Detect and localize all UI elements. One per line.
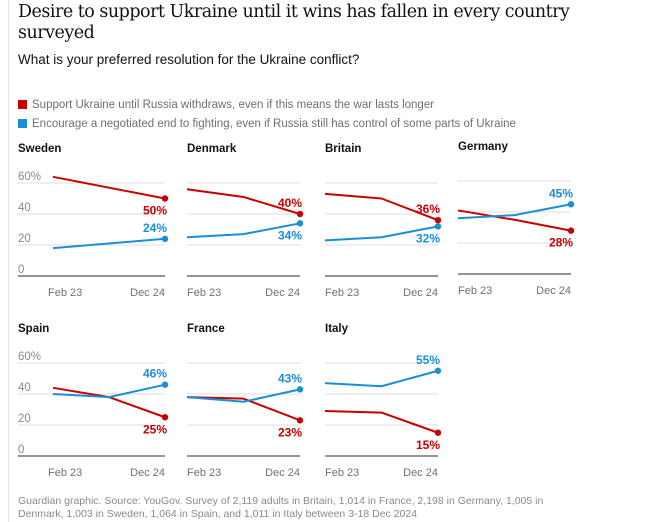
x-tick-label: Dec 24 xyxy=(536,285,571,297)
y-tick-label: 0 xyxy=(18,264,24,276)
source-note: Guardian graphic. Source: YouGov. Survey… xyxy=(18,495,544,520)
panel-plot: Feb 23 Dec 24 28% 45% xyxy=(457,180,575,297)
panel-plot: Feb 23 Dec 24 36% 32% xyxy=(324,182,442,299)
end-point-support xyxy=(434,217,442,224)
data-label-support: 50% xyxy=(143,204,167,218)
panel-britain: Britain Feb 23 Dec 24 36% 32% xyxy=(324,143,475,303)
y-tick-label: 60% xyxy=(18,351,41,363)
end-point-support xyxy=(161,414,169,421)
series-line-support xyxy=(324,192,439,222)
panel-title: Denmark xyxy=(187,143,237,155)
y-tick-label: 20 xyxy=(18,413,31,425)
data-label-negotiate: 45% xyxy=(549,186,573,200)
y-tick-label: 20 xyxy=(18,233,31,245)
legend: Support Ukraine until Russia withdraws, … xyxy=(18,95,516,133)
chart-subtitle: What is your preferred resolution for th… xyxy=(18,52,360,67)
panel-plot: 60% 40 20 0 Feb 23 Dec 24 50% 24% xyxy=(18,171,169,299)
series-line-support xyxy=(186,396,301,422)
end-point-negotiate xyxy=(434,223,442,230)
panel-germany: Germany Feb 23 Dec 24 28% 45% xyxy=(457,141,608,301)
legend-swatch-negotiate xyxy=(18,119,27,128)
series-line-negotiate xyxy=(324,369,439,388)
data-label-support: 23% xyxy=(278,425,302,439)
y-tick-label: 0 xyxy=(18,444,24,456)
legend-item-support: Support Ukraine until Russia withdraws, … xyxy=(18,95,516,114)
data-label-support: 25% xyxy=(143,422,167,436)
data-label-negotiate: 32% xyxy=(416,231,440,245)
x-tick-label: Feb 23 xyxy=(48,287,82,299)
legend-item-negotiate: Encourage a negotiated end to fighting, … xyxy=(18,114,516,133)
chart-title: Desire to support Ukraine until it wins … xyxy=(18,2,570,43)
data-label-support: 15% xyxy=(416,438,440,452)
panel-title: Spain xyxy=(18,323,50,335)
end-point-support xyxy=(296,210,304,218)
end-point-support xyxy=(161,195,169,202)
x-tick-label: Feb 23 xyxy=(458,285,492,297)
panel-title: Italy xyxy=(325,323,349,335)
data-label-negotiate: 55% xyxy=(416,353,440,367)
series-line-support xyxy=(52,386,166,419)
panel-plot: Feb 23 Dec 24 40% 34% xyxy=(186,182,304,299)
panel-plot: 60% 40 20 0 Feb 23 Dec 24 25% 46% xyxy=(18,351,169,479)
panel-plot: Feb 23 Dec 24 15% 55% xyxy=(324,353,442,479)
x-tick-label: Dec 24 xyxy=(265,287,300,299)
end-point-support xyxy=(296,417,304,424)
data-label-negotiate: 34% xyxy=(278,228,302,242)
end-point-negotiate xyxy=(434,367,442,374)
legend-label-negotiate: Encourage a negotiated end to fighting, … xyxy=(32,117,516,130)
series-line-negotiate xyxy=(457,203,572,220)
series-line-negotiate xyxy=(324,225,439,242)
series-line-negotiate xyxy=(186,388,301,403)
x-tick-label: Feb 23 xyxy=(325,467,359,479)
series-line-negotiate xyxy=(186,222,301,239)
y-tick-label: 40 xyxy=(18,382,31,394)
series-line-support xyxy=(457,209,572,232)
end-point-support xyxy=(567,227,575,234)
panel-sweden: Sweden 60% 40 20 0 Feb 23 Dec 24 50% 24% xyxy=(18,143,169,303)
panel-spain: Spain 60% 40 20 0 Feb 23 Dec 24 25% 46% xyxy=(18,323,169,483)
data-label-support: 40% xyxy=(278,196,302,210)
data-label-negotiate: 43% xyxy=(278,371,302,385)
panel-france: France Feb 23 Dec 24 23% 43% xyxy=(186,323,337,483)
panel-title: Britain xyxy=(325,143,362,155)
left-border xyxy=(8,0,9,522)
panel-denmark: Denmark Feb 23 Dec 24 40% 34% xyxy=(186,143,337,303)
x-tick-label: Dec 24 xyxy=(130,287,165,299)
x-tick-label: Feb 23 xyxy=(187,287,221,299)
x-tick-label: Feb 23 xyxy=(325,287,359,299)
x-tick-label: Dec 24 xyxy=(265,467,300,479)
panel-title: Sweden xyxy=(18,143,62,155)
end-point-support xyxy=(434,429,442,436)
series-line-negotiate xyxy=(52,383,166,399)
data-label-negotiate: 24% xyxy=(143,221,167,235)
end-point-negotiate xyxy=(161,381,169,388)
y-tick-label: 40 xyxy=(18,202,31,214)
legend-label-support: Support Ukraine until Russia withdraws, … xyxy=(32,98,435,111)
panel-title: France xyxy=(187,323,225,335)
x-tick-label: Dec 24 xyxy=(403,287,438,299)
end-point-negotiate xyxy=(161,235,169,242)
series-line-support xyxy=(52,175,166,200)
end-point-negotiate xyxy=(296,386,304,393)
panel-plot: Feb 23 Dec 24 23% 43% xyxy=(186,362,304,479)
panel-title: Germany xyxy=(458,141,508,153)
x-tick-label: Dec 24 xyxy=(130,467,165,479)
x-tick-label: Feb 23 xyxy=(48,467,82,479)
end-point-negotiate xyxy=(296,220,304,227)
x-tick-label: Feb 23 xyxy=(187,467,221,479)
legend-swatch-support xyxy=(18,100,27,109)
series-line-negotiate xyxy=(52,237,166,250)
data-label-support: 36% xyxy=(416,202,440,216)
x-tick-label: Dec 24 xyxy=(403,467,438,479)
end-point-negotiate xyxy=(567,201,575,208)
data-label-negotiate: 46% xyxy=(143,367,167,381)
y-tick-label: 60% xyxy=(18,171,41,183)
series-line-support xyxy=(186,188,301,215)
panel-italy: Italy Feb 23 Dec 24 15% 55% xyxy=(324,323,475,483)
series-line-support xyxy=(324,410,439,434)
data-label-support: 28% xyxy=(549,236,573,250)
